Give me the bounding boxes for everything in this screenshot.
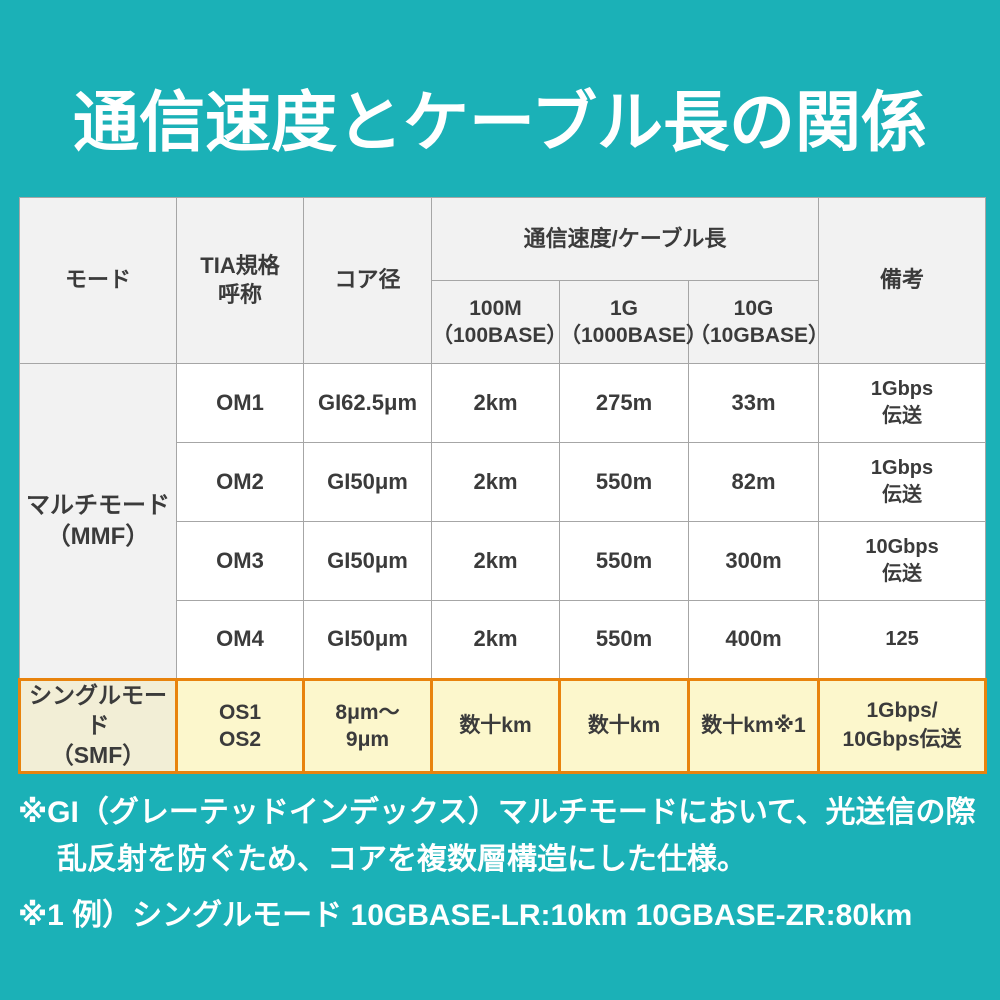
om4-remarks-cell: 125 [818, 600, 987, 680]
smf-tia-cell: OS1 OS2 [175, 678, 305, 774]
om3-10g-cell: 300m [687, 521, 820, 601]
row-om1: マルチモード （MMF） OM1 GI62.5μm 2km 275m 33m 1… [19, 363, 987, 680]
om2-tia-cell: OM2 [176, 442, 304, 522]
om4-core-cell: GI50μm [303, 600, 432, 680]
om3-remarks-cell: 10Gbps 伝送 [818, 521, 987, 601]
om3-tia-cell: OM3 [176, 521, 304, 601]
om1-tia-cell: OM1 [176, 363, 304, 443]
header-core-diameter: コア径 [303, 197, 432, 364]
header-remarks: 備考 [818, 197, 987, 364]
header-row-2: 100M （100BASE） 1G （1000BASE） 10G （10GBAS… [20, 280, 986, 364]
multi-mode-group-cell: マルチモード （MMF） [19, 363, 177, 680]
speed-cable-length-table: モード TIA規格 呼称 コア径 通信速度/ケーブル長 備考 100M （100… [18, 197, 988, 774]
om2-remarks-cell: 1Gbps 伝送 [818, 442, 987, 522]
om4-tia-cell: OM4 [176, 600, 304, 680]
om3-100m-cell: 2km [431, 521, 560, 601]
om1-1g-cell: 275m [559, 363, 689, 443]
smf-remarks-cell: 1Gbps/ 10Gbps伝送 [817, 678, 988, 774]
header-mode: モード [19, 197, 177, 364]
header-row-1: モード TIA規格 呼称 コア径 通信速度/ケーブル長 備考 [19, 197, 987, 364]
header-speed-100m: 100M （100BASE） [431, 280, 567, 364]
row-single-mode: シングルモード （SMF） OS1 OS2 8μm〜 9μm 数十km 数十km… [18, 678, 988, 774]
om4-100m-cell: 2km [431, 600, 560, 680]
om1-remarks-cell: 1Gbps 伝送 [818, 363, 987, 443]
header-tia-standard: TIA規格 呼称 [176, 197, 304, 364]
smf-10g-cell: 数十km※1 [686, 678, 821, 774]
footnotes: ※GI（グレーテッドインデックス）マルチモードにおいて、光送信の際 乱反射を防ぐ… [18, 790, 984, 950]
smf-core-cell: 8μm〜 9μm [302, 678, 433, 774]
row-om4: OM4 GI50μm 2km 550m 400m 125 [20, 600, 987, 680]
om2-core-cell: GI50μm [303, 442, 432, 522]
om1-10g-cell: 33m [687, 363, 820, 443]
smf-1g-cell: 数十km [558, 678, 690, 774]
om2-1g-cell: 550m [559, 442, 689, 522]
header-speed-10g: 10G （10GBASE） [687, 280, 829, 364]
row-om3: OM3 GI50μm 2km 550m 300m 10Gbps 伝送 [20, 521, 987, 601]
footnote-single-mode-example: ※1 例）シングルモード 10GBASE-LR:10km 10GBASE-ZR:… [18, 899, 913, 932]
om4-10g-cell: 400m [687, 600, 820, 680]
om1-core-cell: GI62.5μm [303, 363, 432, 443]
om3-1g-cell: 550m [559, 521, 689, 601]
header-speed-cable-group: 通信速度/ケーブル長 [430, 197, 820, 281]
om2-10g-cell: 82m [687, 442, 820, 522]
header-speed-1g: 1G （1000BASE） [559, 280, 707, 364]
om3-core-cell: GI50μm [303, 521, 432, 601]
smf-100m-cell: 数十km [430, 678, 561, 774]
page-title: 通信速度とケーブル長の関係 [72, 85, 928, 159]
om1-100m-cell: 2km [431, 363, 560, 443]
footnote-gi: ※GI（グレーテッドインデックス）マルチモードにおいて、光送信の際 乱反射を防ぐ… [18, 796, 976, 876]
single-mode-group-cell: シングルモード （SMF） [18, 678, 178, 774]
row-om2: OM2 GI50μm 2km 550m 82m 1Gbps 伝送 [20, 442, 987, 522]
om4-1g-cell: 550m [559, 600, 689, 680]
om2-100m-cell: 2km [431, 442, 560, 522]
